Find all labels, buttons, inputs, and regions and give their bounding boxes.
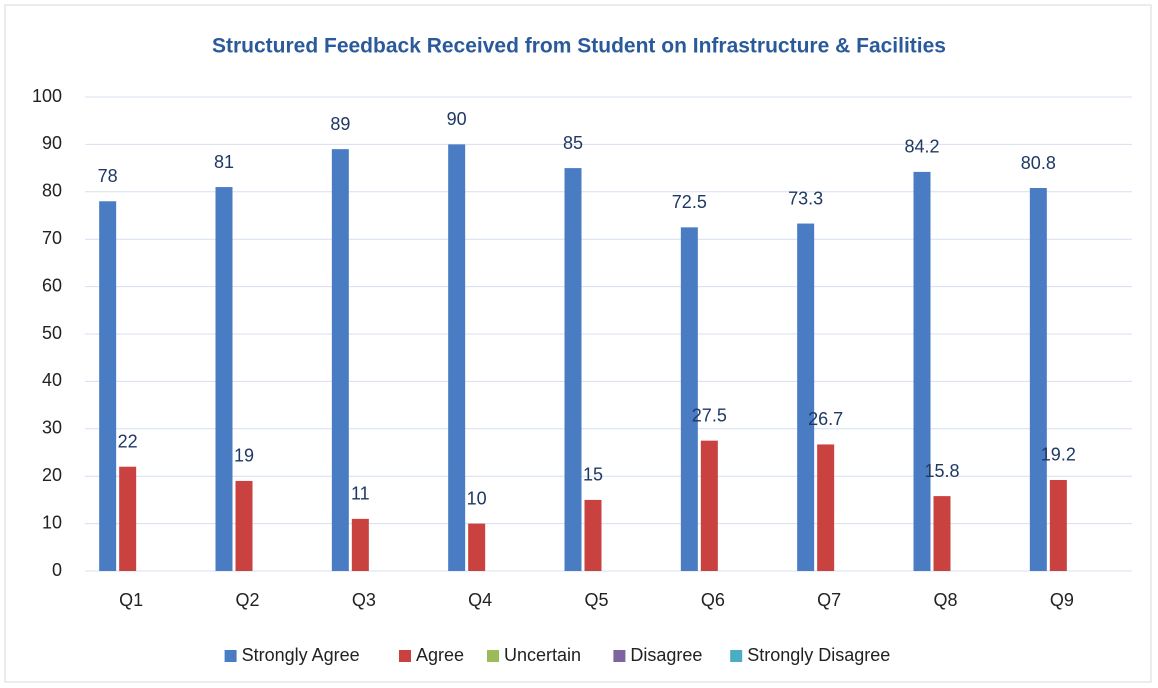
bar bbox=[1049, 479, 1067, 571]
data-label: 15.8 bbox=[924, 461, 959, 481]
x-tick-label: Q1 bbox=[119, 590, 143, 610]
bar bbox=[933, 496, 951, 571]
x-tick-label: Q2 bbox=[235, 590, 259, 610]
bar bbox=[235, 480, 253, 571]
bar bbox=[215, 187, 233, 571]
data-label: 78 bbox=[98, 166, 118, 186]
x-tick-label: Q3 bbox=[352, 590, 376, 610]
legend-label: Disagree bbox=[630, 645, 702, 665]
x-tick-label: Q4 bbox=[468, 590, 492, 610]
data-label: 19.2 bbox=[1041, 445, 1076, 465]
data-label: 26.7 bbox=[808, 409, 843, 429]
data-label: 22 bbox=[118, 431, 138, 451]
data-label: 15 bbox=[583, 465, 603, 485]
bar bbox=[584, 499, 602, 571]
legend-label: Strongly Disagree bbox=[747, 645, 890, 665]
bar bbox=[564, 168, 582, 571]
data-label: 85 bbox=[563, 133, 583, 153]
bar bbox=[797, 223, 815, 572]
data-label: 11 bbox=[351, 484, 370, 504]
legend-swatch bbox=[613, 650, 626, 662]
y-tick-label: 100 bbox=[32, 86, 62, 106]
data-label: 73.3 bbox=[788, 188, 823, 208]
y-tick-label: 50 bbox=[42, 323, 62, 343]
y-tick-label: 90 bbox=[42, 133, 62, 153]
x-tick-label: Q5 bbox=[584, 590, 608, 610]
data-label: 27.5 bbox=[692, 405, 727, 425]
bar bbox=[913, 171, 931, 571]
y-tick-label: 70 bbox=[42, 228, 62, 248]
y-tick-label: 30 bbox=[42, 418, 62, 438]
data-label: 72.5 bbox=[672, 192, 707, 212]
x-tick-label: Q8 bbox=[933, 590, 957, 610]
bar bbox=[700, 440, 718, 571]
x-tick-label: Q9 bbox=[1050, 590, 1074, 610]
bar bbox=[119, 466, 137, 571]
legend-swatch bbox=[487, 650, 499, 662]
data-label: 80.8 bbox=[1021, 153, 1056, 173]
data-label: 90 bbox=[447, 109, 467, 129]
x-tick-label: Q7 bbox=[817, 590, 841, 610]
legend-swatch bbox=[224, 650, 237, 662]
y-tick-label: 80 bbox=[42, 181, 62, 201]
bar bbox=[99, 201, 117, 571]
bar bbox=[351, 518, 369, 571]
y-tick-label: 10 bbox=[42, 512, 62, 532]
chart-title: Structured Feedback Received from Studen… bbox=[212, 35, 946, 58]
legend-swatch bbox=[399, 650, 411, 662]
data-label: 10 bbox=[467, 488, 487, 508]
data-label: 89 bbox=[330, 114, 350, 134]
y-tick-label: 0 bbox=[52, 560, 62, 580]
data-label: 84.2 bbox=[904, 137, 939, 157]
data-label: 19 bbox=[234, 446, 254, 466]
y-tick-label: 60 bbox=[42, 275, 62, 295]
bar bbox=[817, 444, 835, 571]
y-tick-label: 40 bbox=[42, 370, 62, 390]
legend-label: Uncertain bbox=[504, 645, 581, 665]
bar bbox=[1029, 188, 1047, 571]
bar bbox=[331, 149, 349, 571]
bar bbox=[448, 144, 466, 571]
data-label: 81 bbox=[214, 152, 234, 172]
legend-swatch bbox=[730, 650, 743, 662]
y-tick-label: 20 bbox=[42, 465, 62, 485]
x-tick-label: Q6 bbox=[701, 590, 725, 610]
legend-label: Strongly Agree bbox=[242, 645, 360, 665]
bar bbox=[468, 523, 486, 571]
legend-label: Agree bbox=[416, 645, 464, 665]
bar bbox=[680, 227, 698, 571]
